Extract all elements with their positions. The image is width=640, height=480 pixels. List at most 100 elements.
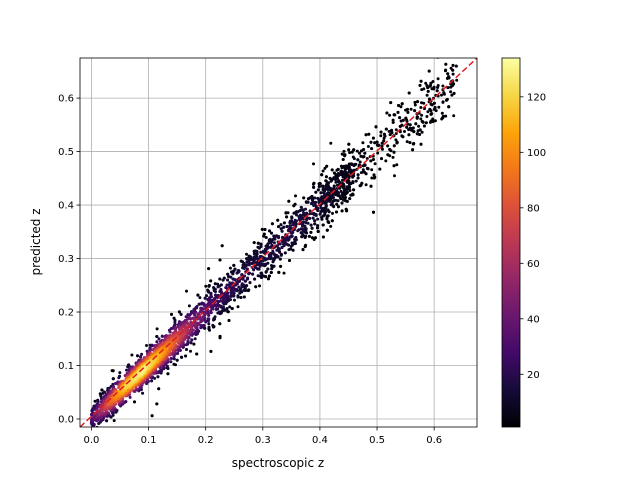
scatter-point <box>431 117 435 121</box>
scatter-points <box>89 58 459 427</box>
scatter-point <box>342 198 346 202</box>
scatter-point <box>454 64 458 68</box>
scatter-point <box>214 290 217 294</box>
scatter-point <box>190 338 194 342</box>
scatter-point <box>349 193 353 197</box>
scatter-point <box>343 168 347 171</box>
scatter-point <box>259 250 263 254</box>
scatter-point <box>429 119 433 123</box>
scatter-point <box>313 219 317 223</box>
scatter-point <box>378 167 382 171</box>
scatter-point <box>395 140 399 144</box>
scatter-point <box>285 215 289 219</box>
scatter-point <box>270 231 273 235</box>
scatter-point <box>279 252 283 256</box>
scatter-point <box>189 349 192 353</box>
scatter-point <box>139 355 143 359</box>
scatter-point <box>365 166 369 170</box>
scatter-point <box>102 415 106 419</box>
scatter-point <box>171 326 175 330</box>
scatter-point <box>391 118 395 122</box>
scatter-point <box>344 196 348 199</box>
scatter-point <box>221 299 225 303</box>
scatter-point <box>301 248 305 252</box>
scatter-point <box>242 267 246 270</box>
scatter-point <box>341 158 345 161</box>
scatter-point <box>419 142 423 146</box>
scatter-point <box>269 251 273 255</box>
scatter-point <box>326 220 330 224</box>
scatter-point <box>441 84 445 88</box>
scatter-point <box>444 62 448 66</box>
scatter-point <box>391 155 395 159</box>
scatter-point <box>312 186 316 189</box>
scatter-point <box>259 242 263 246</box>
scatter-point <box>256 241 260 245</box>
scatter-point <box>198 296 202 300</box>
scatter-point <box>426 110 430 114</box>
scatter-point <box>384 127 388 131</box>
scatter-point <box>209 309 213 313</box>
scatter-point <box>398 116 402 120</box>
scatter-point <box>294 194 297 198</box>
scatter-point <box>364 183 368 187</box>
scatter-point <box>325 228 329 232</box>
scatter-point <box>230 307 234 310</box>
scatter-point <box>386 144 390 148</box>
scatter-point <box>388 148 392 151</box>
scatter-point <box>289 231 293 235</box>
scatter-point <box>329 179 333 183</box>
scatter-point <box>243 279 247 283</box>
scatter-point <box>271 249 275 253</box>
scatter-point <box>199 317 203 321</box>
scatter-point <box>310 226 314 230</box>
scatter-point <box>111 377 115 381</box>
scatter-point <box>451 68 455 72</box>
scatter-point <box>408 141 412 145</box>
scatter-point <box>189 317 193 321</box>
scatter-point <box>128 395 132 399</box>
scatter-point <box>394 128 398 132</box>
scatter-point <box>180 355 184 359</box>
scatter-point <box>179 312 183 316</box>
scatter-point <box>295 213 298 217</box>
scatter-point <box>390 131 394 135</box>
scatter-point <box>432 87 436 91</box>
scatter-point <box>228 266 232 270</box>
scatter-point <box>202 311 206 315</box>
scatter-point <box>155 402 159 406</box>
scatter-point <box>432 101 436 105</box>
scatter-point <box>290 241 294 245</box>
scatter-point <box>282 225 286 229</box>
scatter-point <box>428 84 432 88</box>
scatter-point <box>316 188 320 192</box>
scatter-point <box>347 142 351 146</box>
scatter-point <box>405 140 409 144</box>
scatter-point <box>371 136 375 140</box>
scatter-point <box>242 295 246 299</box>
scatter-point <box>436 85 440 89</box>
scatter-point <box>156 375 160 379</box>
scatter-point <box>319 191 323 195</box>
scatter-point <box>317 185 321 189</box>
scatter-point <box>92 407 96 411</box>
scatter-point <box>441 114 445 118</box>
scatter-point <box>177 310 181 314</box>
scatter-point <box>360 181 364 185</box>
scatter-point <box>203 296 207 300</box>
scatter-point <box>359 171 363 175</box>
scatter-point <box>313 196 317 200</box>
scatter-point <box>415 115 419 119</box>
scatter-point <box>387 129 391 133</box>
scatter-point <box>214 307 218 311</box>
scatter-point <box>96 400 100 404</box>
scatter-point <box>136 354 139 358</box>
scatter-point <box>336 167 340 171</box>
scatter-point <box>369 140 373 144</box>
scatter-point <box>207 290 211 294</box>
scatter-point <box>287 248 291 252</box>
scatter-point <box>326 208 330 212</box>
scatter-point <box>330 219 334 223</box>
scatter-point <box>373 162 377 166</box>
scatter-point <box>151 375 155 379</box>
